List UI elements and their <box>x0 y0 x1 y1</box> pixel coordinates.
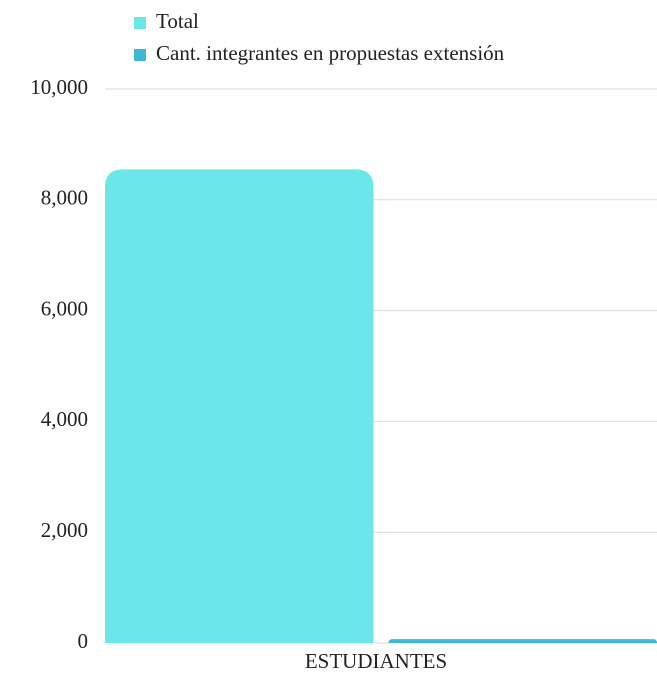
y-tick-label: 6,000 <box>41 296 88 320</box>
legend-swatch <box>134 49 146 61</box>
y-tick-label: 10,000 <box>30 75 88 99</box>
bar <box>388 639 657 643</box>
bar <box>105 169 374 643</box>
legend-swatch <box>134 17 146 29</box>
y-tick-label: 4,000 <box>41 407 88 431</box>
y-tick-label: 2,000 <box>41 518 88 542</box>
y-tick-label: 8,000 <box>41 186 88 210</box>
legend-label: Cant. integrantes en propuestas extensió… <box>156 41 505 65</box>
legend-label: Total <box>156 9 199 33</box>
x-tick-label: ESTUDIANTES <box>305 649 447 673</box>
y-tick-label: 0 <box>78 629 89 653</box>
